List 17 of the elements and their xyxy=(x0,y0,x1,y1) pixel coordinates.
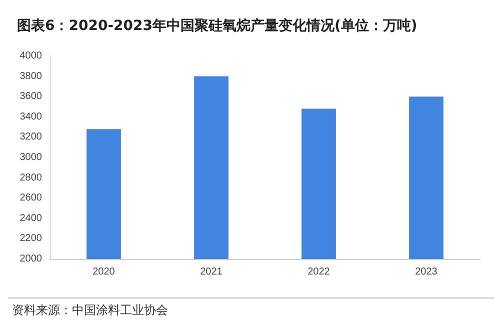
y-tick-label: 3600 xyxy=(20,91,42,102)
y-tick-label: 3800 xyxy=(20,70,42,82)
y-tick-label: 3200 xyxy=(20,132,42,143)
y-tick-label: 2400 xyxy=(20,212,42,224)
y-tick-label: 2000 xyxy=(20,254,42,264)
y-tick-label: 2800 xyxy=(20,172,42,184)
text: 资料来源：中国涂料工业协会 xyxy=(12,303,168,317)
y-tick-label: 3400 xyxy=(20,111,42,122)
y-tick-label: 4000 xyxy=(20,50,42,62)
y-tick-label: 3000 xyxy=(20,152,42,163)
chart-title: 图表6：2020-2023年中国聚硅氧烷产量变化情况(单位：万吨) xyxy=(17,17,418,34)
y-tick-label: 2600 xyxy=(20,192,42,204)
x-tick-label: 2021 xyxy=(200,266,223,278)
x-tick-label: 2022 xyxy=(308,266,330,278)
y-tick-label: 2200 xyxy=(20,233,42,244)
x-tick-label: 2023 xyxy=(415,266,438,278)
x-tick-label: 2020 xyxy=(92,266,116,278)
